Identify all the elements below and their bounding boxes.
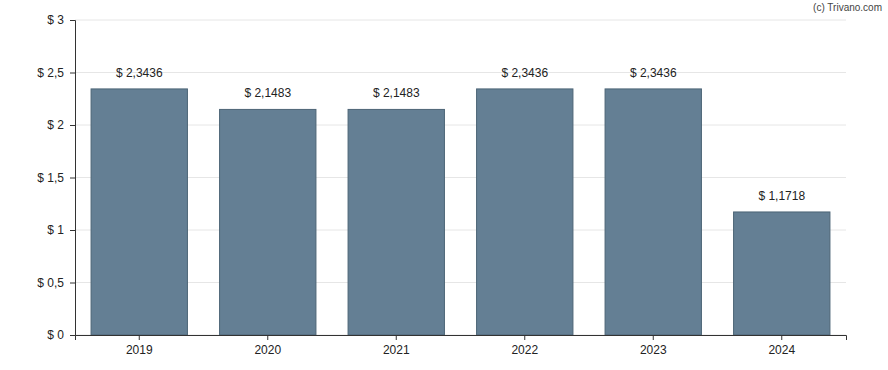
grid-line	[75, 282, 846, 283]
data-label: $ 2,1483	[244, 86, 291, 100]
bar	[348, 109, 444, 335]
data-label: $ 2,1483	[373, 86, 420, 100]
x-tick-mark	[267, 335, 268, 340]
bar	[91, 89, 187, 335]
x-tick-label: 2024	[768, 343, 795, 357]
y-tick: $ 1,5	[37, 171, 75, 185]
data-label: $ 1,1718	[758, 189, 805, 203]
x-tick: 2022	[511, 335, 538, 357]
x-tick-label: 2022	[511, 343, 538, 357]
grid-line	[75, 72, 846, 73]
y-tick-label: $ 0	[47, 328, 64, 342]
y-tick-label: $ 2	[47, 118, 64, 132]
bar	[220, 109, 316, 335]
y-tick: $ 0	[47, 328, 75, 342]
bar	[734, 212, 830, 335]
data-label: $ 2,3436	[630, 66, 677, 80]
x-tick-mark	[396, 335, 397, 340]
x-tick-mark	[653, 335, 654, 340]
x-tick-mark	[139, 335, 140, 340]
y-tick-mark	[70, 283, 75, 284]
x-tick-mark	[781, 335, 782, 340]
x-tick: 2023	[640, 335, 667, 357]
y-tick-label: $ 3	[47, 13, 64, 27]
y-tick: $ 2	[47, 118, 75, 132]
y-tick-label: $ 0,5	[37, 276, 64, 290]
data-label: $ 2,3436	[501, 66, 548, 80]
grid-line	[75, 230, 846, 231]
grid-line	[75, 125, 846, 126]
y-axis-line	[70, 21, 76, 336]
grid-line	[75, 20, 846, 21]
y-tick-mark	[70, 335, 75, 336]
x-axis: 2019 2020 2021 2022 2023 2024	[76, 335, 847, 357]
x-tick-label: 2019	[126, 343, 153, 357]
y-tick: $ 0,5	[37, 276, 75, 290]
y-tick-label: $ 1	[47, 223, 64, 237]
y-tick-mark	[70, 20, 75, 21]
bar	[605, 89, 701, 335]
x-tick-mark	[524, 335, 525, 340]
y-tick-mark	[70, 178, 75, 179]
chart: $ 0$ 0,5$ 1$ 1,5$ 2$ 2,5$ 32019202020212…	[0, 0, 888, 370]
y-tick-label: $ 1,5	[37, 171, 64, 185]
x-tick: 2021	[383, 335, 410, 357]
x-tick-label: 2020	[254, 343, 281, 357]
x-tick-label: 2023	[640, 343, 667, 357]
x-axis-line	[76, 336, 847, 341]
x-tick-label: 2021	[383, 343, 410, 357]
y-tick: $ 2,5	[37, 66, 75, 80]
x-tick: 2020	[254, 335, 281, 357]
y-tick: $ 3	[47, 13, 75, 27]
y-tick: $ 1	[47, 223, 75, 237]
bars	[91, 89, 830, 335]
y-tick-mark	[70, 73, 75, 74]
grid-line	[75, 177, 846, 178]
y-tick-mark	[70, 230, 75, 231]
y-axis: $ 0 $ 0,5 $ 1 $ 1,5 $ 2 $ 2,5 $ 3	[37, 13, 75, 342]
bar	[477, 89, 573, 335]
y-tick-mark	[70, 125, 75, 126]
y-tick-label: $ 2,5	[37, 66, 64, 80]
annotation: (c) Trivano.com	[813, 2, 882, 13]
data-labels: $ 2,3436 $ 2,1483 $ 2,1483 $ 2,3436 $ 2,3436…	[116, 66, 806, 203]
data-label: $ 2,3436	[116, 66, 163, 80]
grid	[75, 20, 846, 335]
x-tick: 2024	[768, 335, 795, 357]
x-tick: 2019	[126, 335, 153, 357]
